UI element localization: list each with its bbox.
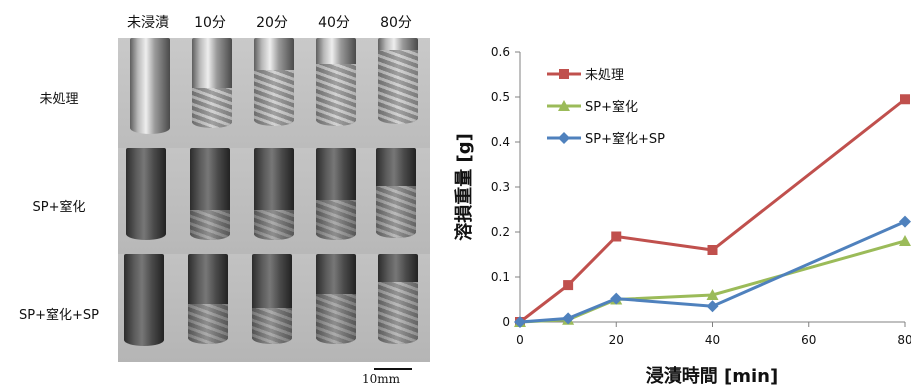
x-axis-label: 浸漬時間 [min] (646, 365, 778, 387)
x-tick-label-3: 60 (801, 333, 816, 347)
legend-marker-0 (559, 69, 569, 79)
y-tick-label-3: 0.3 (491, 180, 510, 194)
col-header-80min: 80分 (380, 15, 412, 31)
row-header-untreated: 未処理 (39, 92, 79, 107)
rod-sp-nitrided-40 (316, 148, 356, 240)
rod-untreated-0 (130, 38, 170, 134)
x-tick-label-1: 20 (609, 333, 624, 347)
dissolution-loss-chart: 0 0.1 0.2 0.3 0.4 0.5 0.6 0 20 40 60 80 浸漬時間 [min] 溶損… (453, 45, 911, 387)
series-2-point-4 (899, 215, 911, 228)
rod-sp-nitrided-sp-0 (124, 254, 164, 346)
y-tick-label-2: 0.2 (491, 225, 510, 239)
y-tick-label-1: 0.1 (491, 270, 510, 284)
col-header-20min: 20分 (256, 15, 288, 31)
rod-sp-nitrided-80 (376, 148, 416, 238)
legend-marker-2 (558, 132, 570, 144)
rod-sp-nitrided-10 (190, 148, 230, 240)
photo-band-sp-nitrided (118, 148, 430, 254)
rod-untreated-40 (316, 38, 356, 126)
rod-sp-nitrided-sp-10 (188, 254, 228, 344)
photo-band-untreated (118, 38, 430, 148)
legend-label-1: SP+窒化 (585, 99, 638, 115)
legend-label-2: SP+窒化+SP (585, 131, 665, 147)
series-0-point-2 (611, 231, 622, 242)
series-2 (514, 215, 911, 328)
specimen-photo-figure: 未浸漬 10分 20分 40分 80分 未処理 SP+窒化 SP+窒化+SP (0, 0, 440, 390)
series-2-point-1 (562, 312, 575, 325)
x-tick-label-4: 80 (897, 333, 911, 347)
row-header-sp-nitrided-sp: SP+窒化+SP (19, 308, 99, 323)
rod-sp-nitrided-0 (126, 148, 166, 240)
x-tick-label-2: 40 (705, 333, 720, 347)
y-tick-label-6: 0.6 (491, 45, 510, 59)
col-header-40min: 40分 (318, 15, 350, 31)
rod-untreated-80 (378, 38, 418, 124)
series-line-0 (519, 98, 906, 324)
rod-untreated-20 (254, 38, 294, 126)
rod-sp-nitrided-20 (254, 148, 294, 240)
col-header-unimmersed: 未浸漬 (127, 15, 169, 31)
series-0-point-3 (707, 245, 718, 255)
legend-label-0: 未処理 (585, 68, 624, 83)
x-tick-label-0: 0 (516, 333, 524, 347)
photo-band-sp-nitrided-sp (118, 254, 430, 362)
col-header-10min: 10分 (194, 15, 226, 31)
series-1-point-4 (899, 235, 911, 246)
series-0-point-4 (900, 94, 910, 105)
y-axis-label: 溶損重量 [g] (453, 133, 475, 241)
series-2-point-0 (514, 316, 526, 328)
rod-untreated-10 (192, 38, 232, 128)
specimen-photo (118, 38, 430, 362)
legend-marker-1 (558, 100, 570, 111)
series-1-point-3 (706, 289, 719, 300)
scale-bar-label: 10mm (362, 372, 401, 386)
y-tick-label-0: 0 (502, 315, 510, 329)
series-2-point-2 (610, 292, 623, 305)
rod-sp-nitrided-sp-80 (378, 254, 418, 344)
y-tick-label-4: 0.4 (491, 135, 510, 149)
rod-sp-nitrided-sp-20 (252, 254, 292, 344)
row-header-sp-nitrided: SP+窒化 (32, 200, 86, 215)
series-2-point-3 (706, 300, 719, 313)
scale-bar (374, 368, 412, 370)
series-0-point-1 (563, 280, 574, 291)
y-tick-label-5: 0.5 (491, 90, 510, 104)
rod-sp-nitrided-sp-40 (316, 254, 356, 344)
